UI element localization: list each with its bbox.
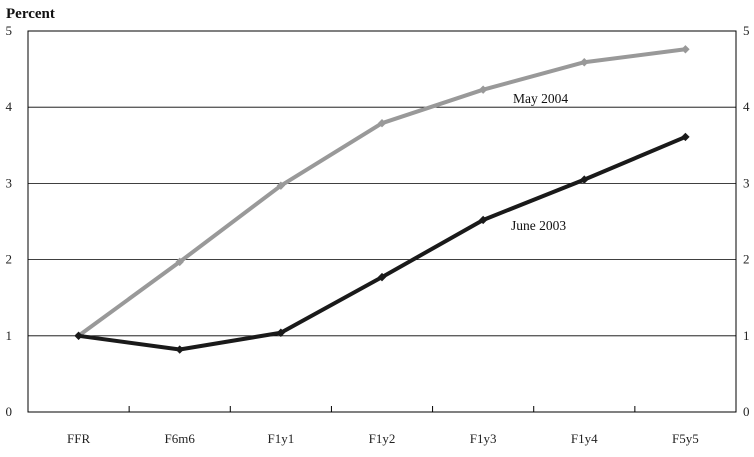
x-axis-ticks [128, 406, 636, 412]
data-point [681, 132, 690, 142]
y-tick-label-right: 1 [743, 328, 750, 343]
y-tick-label: 5 [6, 23, 13, 38]
y-tick-label: 4 [6, 99, 13, 114]
plot-frame [27, 30, 737, 413]
data-point [175, 257, 184, 267]
x-tick-label: F6m6 [165, 431, 196, 446]
series-label-may-2004: May 2004 [513, 91, 568, 106]
gridlines [28, 106, 736, 337]
data-point [74, 331, 83, 340]
series-line-may-2004 [77, 47, 686, 338]
y-tick-label-right: 2 [743, 252, 750, 267]
y-tick-label-right: 5 [743, 23, 750, 38]
y-tick-label-right: 4 [743, 99, 750, 114]
data-point [276, 181, 286, 190]
data-point [276, 328, 286, 337]
series-group [74, 45, 690, 354]
data-point [478, 215, 488, 225]
x-tick-label: F1y4 [571, 431, 598, 446]
data-point [580, 58, 589, 67]
y-axis-label: Percent [6, 6, 55, 22]
x-tick-label: FFR [67, 431, 90, 446]
series-label-june-2003: June 2003 [511, 218, 566, 233]
x-tick-labels: FFR F6m6 F1y1 F1y2 F1y3 F1y4 F5y5 [67, 431, 699, 446]
data-point [681, 45, 690, 54]
data-point [377, 272, 387, 282]
y-tick-label: 2 [6, 252, 13, 267]
y-tick-label-right: 3 [743, 175, 750, 190]
y-tick-label: 1 [6, 328, 13, 343]
y-tick-label-right: 0 [743, 404, 750, 419]
x-tick-label: F5y5 [672, 431, 699, 446]
data-point [478, 85, 488, 94]
y-tick-labels-right: 0 1 2 3 4 5 [743, 23, 750, 419]
x-tick-label: F1y2 [369, 431, 396, 446]
y-tick-labels-left: 0 1 2 3 4 5 [6, 23, 13, 419]
y-tick-label: 3 [6, 175, 13, 190]
series-line-june-2003 [78, 135, 687, 352]
x-tick-label: F1y3 [470, 431, 497, 446]
data-point [377, 119, 387, 128]
y-tick-label: 0 [6, 404, 13, 419]
x-tick-label: F1y1 [267, 431, 294, 446]
data-point [580, 175, 589, 184]
data-point [175, 345, 184, 354]
